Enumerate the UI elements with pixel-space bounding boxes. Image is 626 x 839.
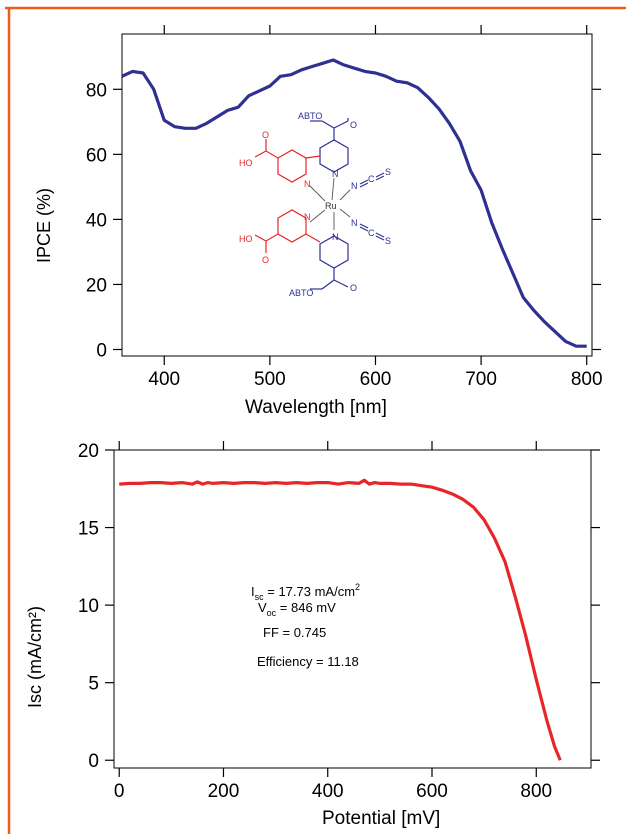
mol-bond (375, 235, 385, 241)
iv-tick-labels: 0 200 400 600 800 0 5 10 15 20 (78, 441, 552, 802)
mol-ncs-c2: C (368, 228, 375, 238)
ipce-y-tick-label: 0 (96, 340, 107, 361)
ipce-x-tick-label: 800 (571, 369, 603, 390)
ipce-x-axis-label: Wavelength [nm] (245, 397, 387, 418)
iv-chart: 0 200 400 600 800 0 5 10 15 20 Potential [mV] Isc… (25, 441, 600, 829)
ipce-x-tick-label: 600 (360, 369, 392, 390)
mol-bond (305, 233, 321, 243)
ipce-ticks (113, 25, 601, 365)
mol-abto-top: ABTO (298, 111, 322, 121)
iv-y-tick-label: 0 (88, 751, 99, 772)
mol-ncs-c1: C (368, 174, 375, 184)
mol-o-label: O (350, 120, 357, 130)
mol-bond (309, 209, 326, 223)
mol-ring-red-top (277, 149, 307, 183)
mol-bond (265, 150, 279, 159)
annotation-voc: Voc = 846 mV (258, 600, 336, 618)
iv-x-tick-label: 400 (312, 781, 344, 802)
isc-value: = 17.73 mA/cm (264, 584, 355, 599)
mol-bond (359, 179, 369, 185)
iv-x-tick-label: 0 (114, 781, 125, 802)
ipce-chart: 400 500 600 700 800 0 20 40 60 80 Wavelength [nm]… (34, 25, 603, 418)
mol-bond (359, 226, 369, 232)
mol-abto-bottom: ABTO (289, 288, 313, 298)
mol-n-label: N (332, 169, 339, 179)
iv-series-line (119, 478, 562, 761)
mol-bond (375, 232, 385, 238)
mol-n-label: N (332, 232, 339, 242)
iv-y-tick-label: 5 (88, 674, 99, 695)
isc-sub: sc (255, 592, 265, 602)
ipce-y-tick-label: 20 (86, 275, 107, 296)
mol-ncs-s2: S (385, 236, 391, 246)
iv-y-axis-label: Isc (mA/cm²) (25, 606, 45, 708)
ru-dye-molecule: O ABTO N O HO N Ru N C (239, 111, 391, 298)
mol-o-label: O (350, 283, 357, 293)
ipce-tick-labels: 400 500 600 700 800 0 20 40 60 80 (86, 80, 603, 390)
mol-bond (333, 279, 349, 288)
mol-bond (254, 234, 267, 242)
iv-y-tick-label: 20 (78, 441, 99, 462)
iv-ticks (105, 441, 600, 777)
ipce-x-tick-label: 700 (465, 369, 497, 390)
iv-plot-box (113, 449, 592, 769)
mol-n-label: N (304, 212, 311, 222)
mol-ru: Ru (325, 201, 337, 211)
mol-bond (331, 177, 335, 201)
mol-bond (309, 185, 326, 202)
mol-o-label: O (262, 130, 269, 140)
mol-n-label: N (304, 179, 311, 189)
ipce-y-tick-label: 80 (86, 80, 107, 101)
ipce-x-tick-label: 400 (148, 369, 180, 390)
mol-bond (359, 182, 369, 188)
ipce-y-axis-label: IPCE (%) (34, 188, 54, 263)
voc-sub: oc (267, 608, 277, 618)
mol-bond (254, 150, 267, 158)
iv-x-tick-label: 600 (416, 781, 448, 802)
mol-ncs-n2: N (351, 218, 358, 228)
mol-ho-bottom: HO (239, 234, 253, 244)
annotation-isc: Isc = 17.73 mA/cm2 (251, 582, 360, 602)
ipce-y-tick-label: 40 (86, 210, 107, 231)
mol-ho-top: HO (239, 158, 253, 168)
mol-bond (339, 189, 351, 201)
mol-bond (265, 233, 279, 242)
isc-sup: 2 (355, 582, 360, 592)
annotation-efficiency: Efficiency = 11.18 (257, 654, 359, 669)
ipce-series-line (121, 58, 587, 348)
iv-x-axis-label: Potential [mV] (322, 808, 440, 829)
mol-bond (321, 279, 335, 290)
iv-y-tick-label: 15 (78, 519, 99, 540)
mol-ring-red-bottom (277, 209, 307, 243)
mol-bond (321, 120, 335, 129)
mol-bond (359, 223, 369, 229)
iv-x-tick-label: 200 (208, 781, 240, 802)
mol-bond (375, 175, 385, 181)
mol-ncs-n1: N (351, 181, 358, 191)
mol-bond (305, 155, 321, 159)
ipce-x-tick-label: 500 (254, 369, 286, 390)
annotation-ff: FF = 0.745 (263, 625, 326, 640)
mol-ncs-s1: S (385, 167, 391, 177)
isc-main: I (251, 584, 255, 599)
voc-value: = 846 mV (276, 600, 336, 615)
iv-x-tick-label: 800 (520, 781, 552, 802)
mol-o-label: O (262, 255, 269, 265)
mol-ring-blue-bottom (319, 235, 349, 269)
voc-main: V (258, 600, 267, 615)
ipce-plot-box (121, 33, 593, 357)
mol-ring-blue-top (319, 139, 349, 173)
mol-bond (339, 208, 351, 218)
mol-bond (333, 120, 349, 129)
mol-bond (375, 172, 385, 178)
ipce-y-tick-label: 60 (86, 145, 107, 166)
iv-y-tick-label: 10 (78, 596, 99, 617)
